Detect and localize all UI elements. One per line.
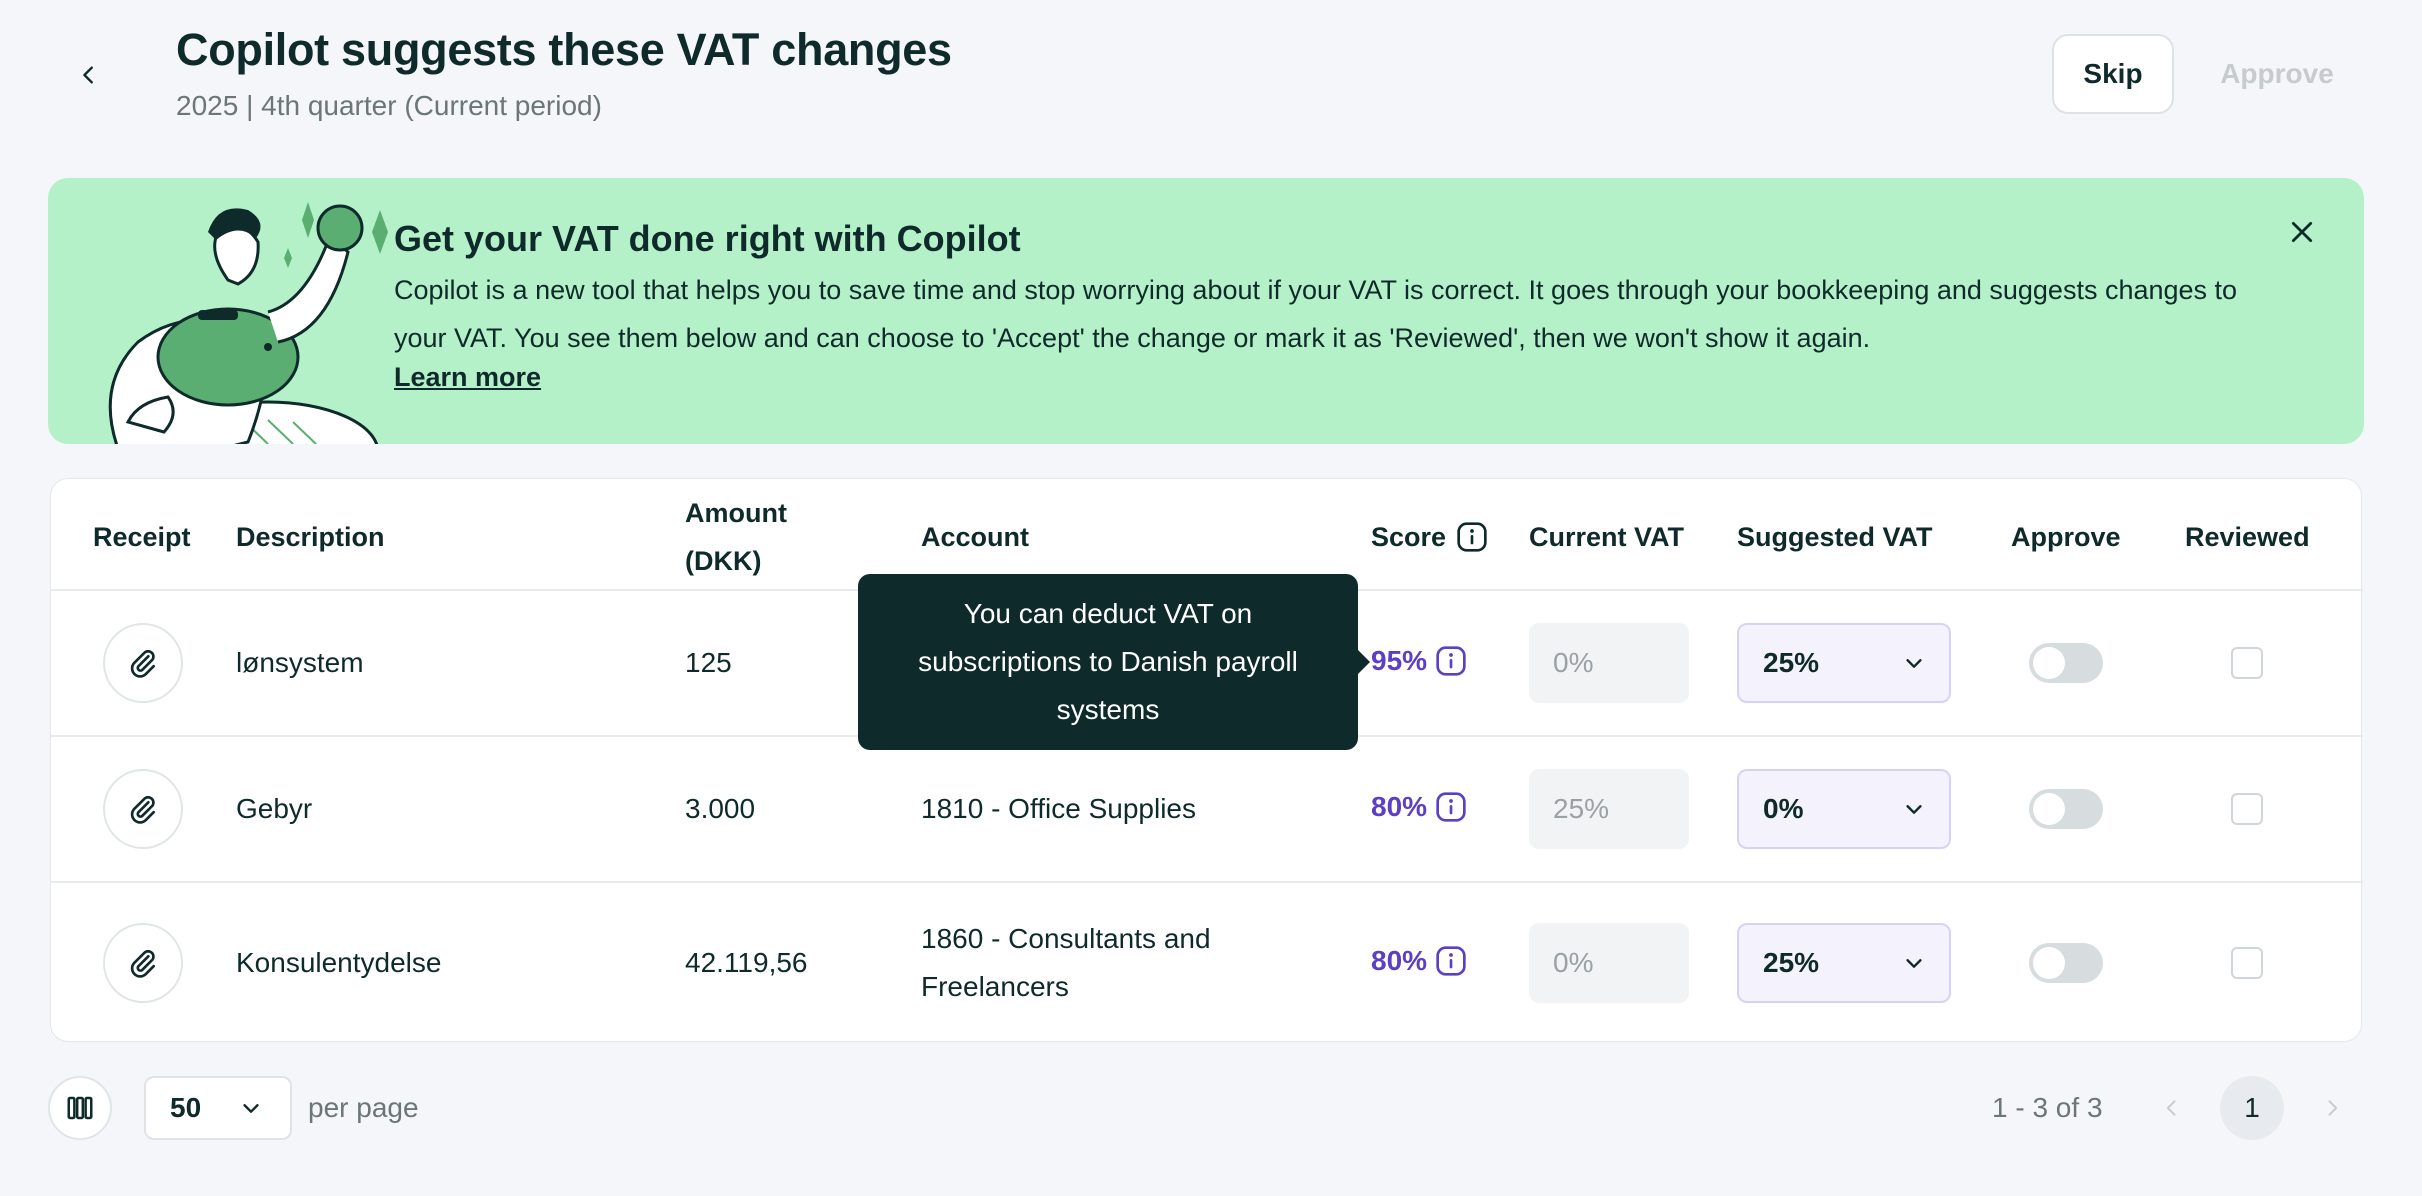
chevron-down-icon xyxy=(1906,659,1922,668)
column-header-amount: Amount (DKK) xyxy=(685,489,787,585)
row-score-value: 80% xyxy=(1371,791,1428,822)
page-header: Copilot suggests these VAT changes 2025 … xyxy=(0,0,2422,150)
chevron-down-icon xyxy=(1906,959,1922,968)
page-button-current[interactable]: 1 xyxy=(2220,1076,2284,1140)
row-amount: 42.119,56 xyxy=(685,947,808,978)
chevron-down-icon xyxy=(243,1104,259,1113)
previous-page-button[interactable] xyxy=(2140,1076,2204,1140)
row-suggested-vat-select[interactable]: 0% xyxy=(1737,769,1951,849)
chevron-right-icon xyxy=(2328,1100,2338,1116)
row-account: 1860 - Consultants and Freelancers xyxy=(921,915,1211,1011)
row-description: Konsulentydelse xyxy=(236,947,442,978)
column-header-account: Account xyxy=(921,522,1029,552)
row-suggested-vat-value: 0% xyxy=(1763,793,1804,824)
info-icon[interactable] xyxy=(1435,645,1467,677)
banner-close-button[interactable] xyxy=(2282,212,2322,252)
vat-suggestions-table: Receipt Description Amount (DKK) Account… xyxy=(50,478,2363,1042)
banner-text: Copilot is a new tool that helps you to … xyxy=(394,275,2238,353)
skip-button[interactable]: Skip xyxy=(2052,34,2174,114)
approve-button[interactable]: Approve xyxy=(2200,34,2354,114)
row-suggested-vat-value: 25% xyxy=(1763,647,1820,678)
receipt-button[interactable] xyxy=(103,623,183,703)
reviewed-checkbox[interactable] xyxy=(2231,947,2263,979)
paperclip-icon xyxy=(130,949,155,978)
chevron-down-icon xyxy=(1906,805,1922,814)
columns-icon xyxy=(67,1096,93,1120)
banner-title: Get your VAT done right with Copilot xyxy=(394,218,1021,259)
row-score-value: 80% xyxy=(1371,945,1428,976)
row-amount: 125 xyxy=(685,647,732,678)
row-current-vat: 25% xyxy=(1529,769,1689,849)
close-icon xyxy=(2291,221,2313,243)
receipt-button[interactable] xyxy=(103,769,183,849)
row-account-line1: 1860 - Consultants and xyxy=(921,923,1211,954)
copilot-banner: Get your VAT done right with Copilot Cop… xyxy=(48,178,2364,444)
row-suggested-vat-select[interactable]: 25% xyxy=(1737,923,1951,1003)
approve-toggle[interactable] xyxy=(2029,943,2103,983)
approve-toggle[interactable] xyxy=(2029,789,2103,829)
column-header-approve: Approve xyxy=(2011,522,2121,552)
paperclip-icon xyxy=(130,649,155,678)
column-header-current-vat: Current VAT xyxy=(1529,522,1684,552)
row-suggested-vat-value: 25% xyxy=(1763,947,1820,978)
row-suggested-vat-select[interactable]: 25% xyxy=(1737,623,1951,703)
page-title: Copilot suggests these VAT changes xyxy=(176,24,952,75)
row-score-value: 95% xyxy=(1371,645,1428,676)
column-header-amount-unit: (DKK) xyxy=(685,546,762,576)
row-current-vat: 0% xyxy=(1529,923,1689,1003)
learn-more-link[interactable]: Learn more xyxy=(394,362,542,392)
per-page-value: 50 xyxy=(170,1092,202,1123)
next-page-button[interactable] xyxy=(2300,1076,2364,1140)
column-header-score-label: Score xyxy=(1371,522,1447,552)
info-icon[interactable] xyxy=(1435,945,1467,977)
info-icon[interactable] xyxy=(1435,791,1467,823)
row-current-vat: 0% xyxy=(1529,623,1689,703)
reviewed-checkbox[interactable] xyxy=(2231,793,2263,825)
row-description: lønsystem xyxy=(236,647,364,678)
column-header-reviewed: Reviewed xyxy=(2185,522,2310,552)
per-page-label: per page xyxy=(308,1092,419,1123)
column-header-amount-label: Amount xyxy=(685,498,787,528)
back-button[interactable] xyxy=(66,52,112,98)
columns-button[interactable] xyxy=(48,1076,112,1140)
paperclip-icon xyxy=(130,795,155,824)
row-account-line2: Freelancers xyxy=(921,971,1069,1002)
chevron-left-icon xyxy=(2166,1100,2176,1116)
row-divider xyxy=(51,881,2363,883)
column-header-receipt: Receipt xyxy=(93,522,191,552)
approve-toggle[interactable] xyxy=(2029,643,2103,683)
row-account: 1810 - Office Supplies xyxy=(921,793,1196,824)
info-icon[interactable] xyxy=(1456,521,1488,553)
receipt-button[interactable] xyxy=(103,923,183,1003)
row-score: 80% xyxy=(1371,945,1467,977)
column-header-description: Description xyxy=(236,522,385,552)
per-page-select[interactable]: 50 xyxy=(144,1076,292,1140)
row-description: Gebyr xyxy=(236,793,313,824)
page-subtitle: 2025 | 4th quarter (Current period) xyxy=(176,90,602,121)
reviewed-checkbox[interactable] xyxy=(2231,647,2263,679)
column-header-suggested-vat: Suggested VAT xyxy=(1737,522,1933,552)
piggy-bank-illustration xyxy=(108,202,388,444)
row-score: 95% xyxy=(1371,645,1467,677)
column-header-score: Score xyxy=(1371,513,1488,561)
pagination-range: 1 - 3 of 3 xyxy=(1992,1092,2103,1123)
row-score: 80% xyxy=(1371,791,1467,823)
row-amount: 3.000 xyxy=(685,793,756,824)
chevron-left-icon xyxy=(83,66,93,84)
score-tooltip: You can deduct VAT on subscriptions to D… xyxy=(858,574,1370,750)
